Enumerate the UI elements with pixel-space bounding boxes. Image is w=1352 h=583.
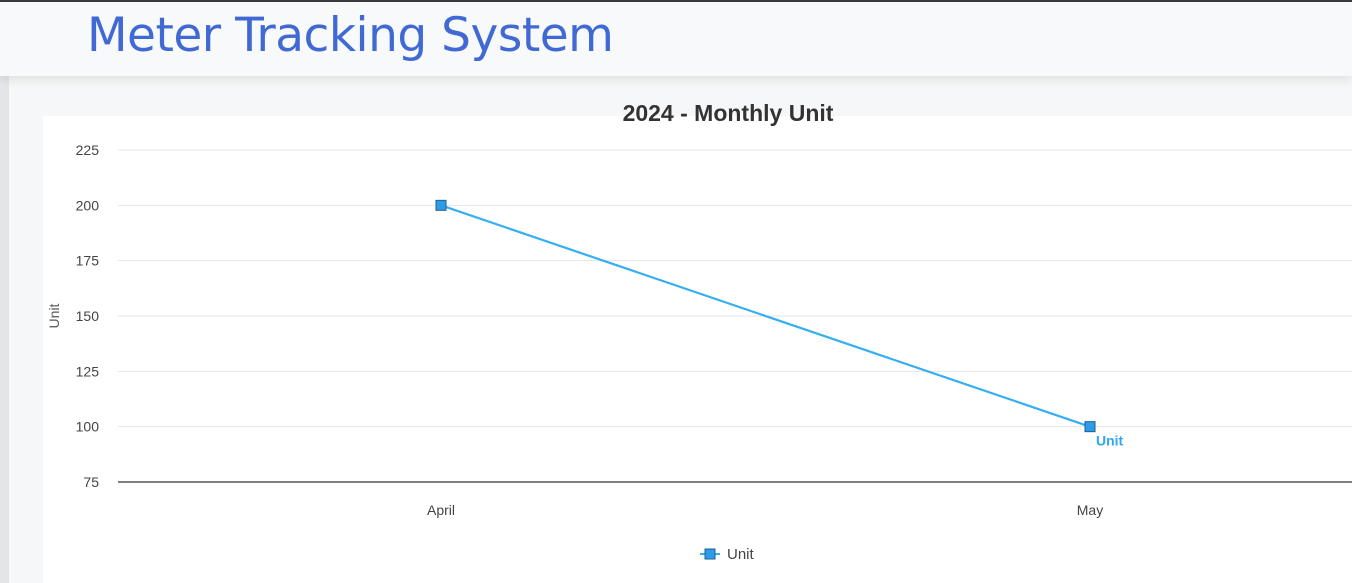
y-tick-label: 175	[76, 253, 100, 269]
y-tick-label: 225	[76, 142, 100, 158]
y-tick-label: 75	[83, 474, 99, 490]
y-tick-label: 150	[76, 308, 100, 324]
left-sidebar-edge	[0, 76, 9, 583]
data-point[interactable]	[1084, 421, 1096, 433]
grid-lines	[118, 149, 1352, 428]
data-point[interactable]	[435, 199, 447, 211]
chart-title: 2024 - Monthly Unit	[623, 100, 834, 126]
legend[interactable]: Unit	[700, 546, 755, 563]
data-label: Unit	[1096, 433, 1124, 449]
chart-card	[43, 116, 1352, 583]
legend-label[interactable]: Unit	[727, 546, 755, 563]
top-bar: Meter Tracking System	[0, 0, 1352, 76]
x-axis-ticks: April May	[427, 502, 1103, 518]
series-line[interactable]	[440, 204, 1091, 428]
y-tick-label: 200	[76, 197, 100, 213]
main-content	[9, 76, 1352, 583]
y-axis-title: Unit	[46, 303, 62, 328]
y-tick-label: 100	[76, 419, 100, 435]
legend-marker	[704, 548, 716, 560]
y-axis-ticks: 75 100 125 150 175 200 225	[76, 142, 100, 490]
x-tick-label: May	[1077, 502, 1103, 518]
series-unit[interactable]: Unit	[435, 199, 1124, 449]
y-tick-label: 125	[76, 363, 100, 379]
x-tick-label: April	[427, 502, 455, 518]
app-title: Meter Tracking System	[87, 8, 614, 63]
